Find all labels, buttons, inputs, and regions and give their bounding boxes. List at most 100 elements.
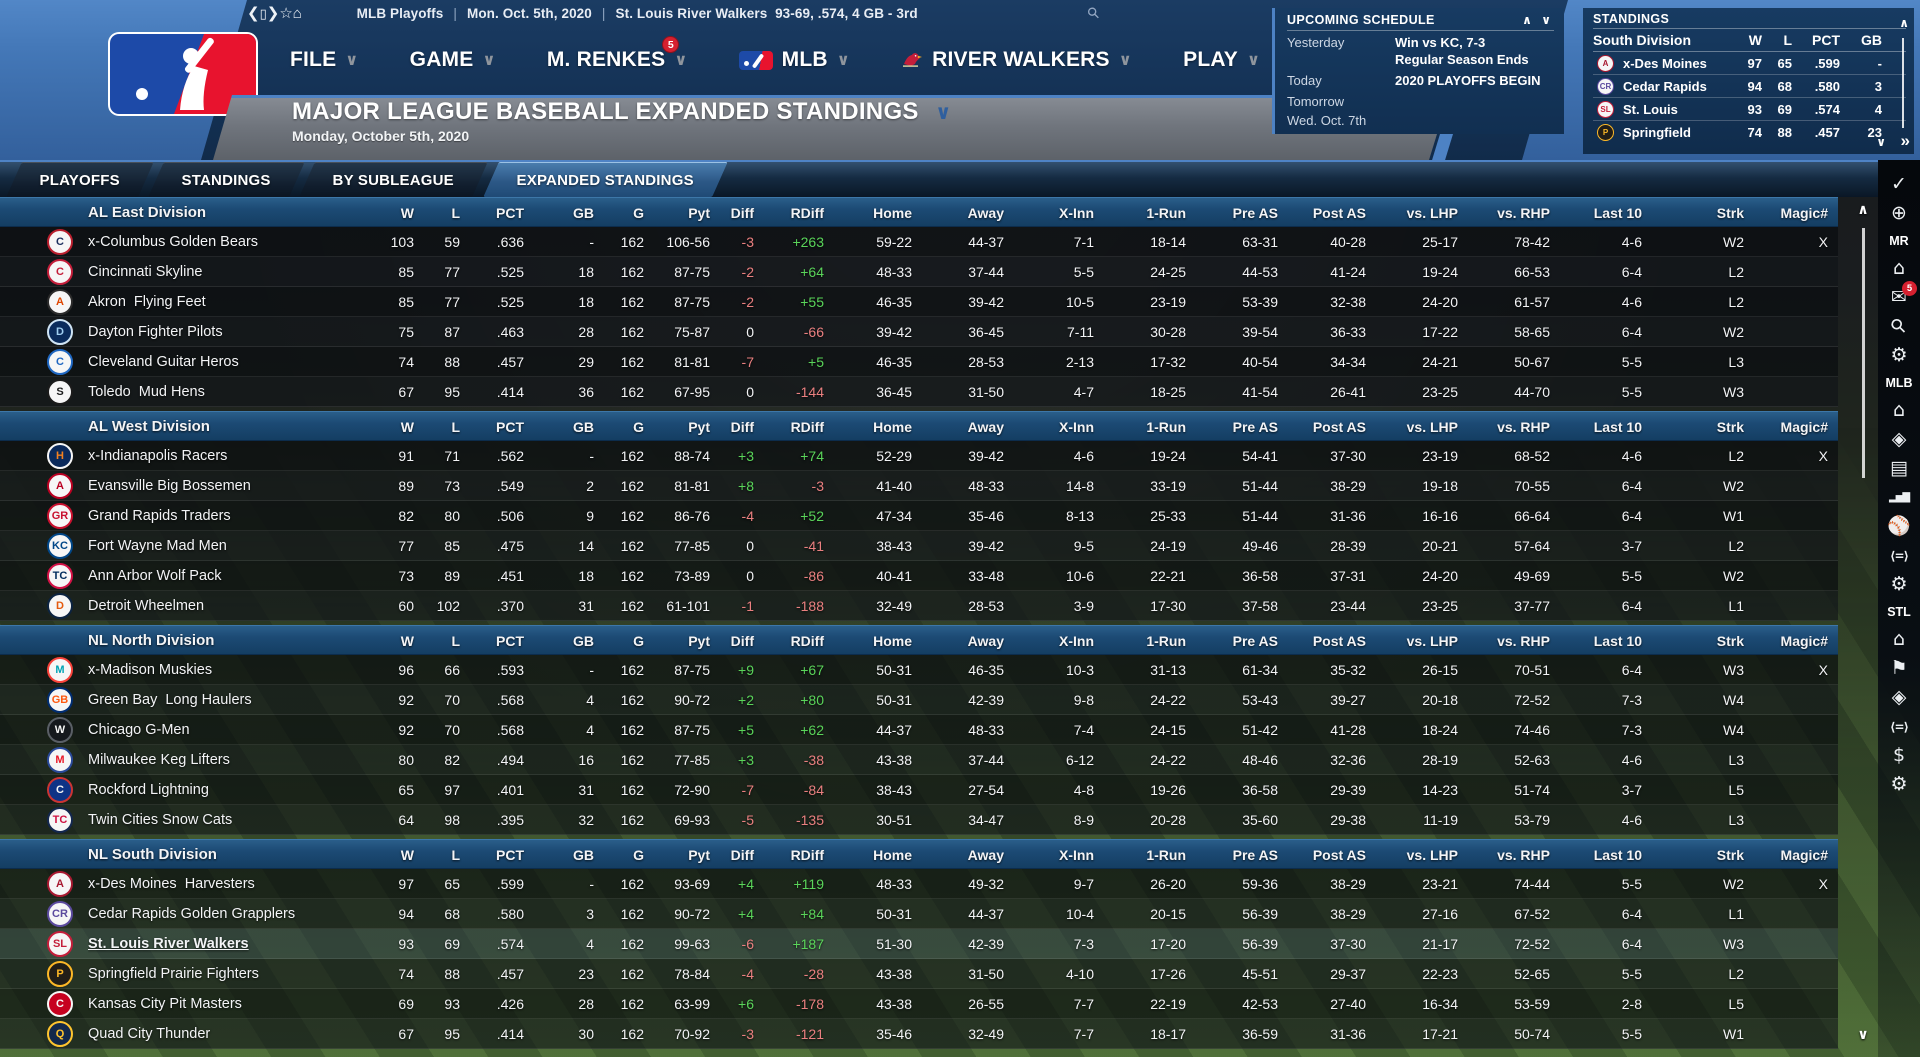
column-header[interactable]: Away	[967, 633, 1004, 649]
transactions-icon[interactable]: ⟨=⟩	[1889, 719, 1909, 734]
column-header[interactable]: Strk	[1716, 633, 1744, 649]
table-row[interactable]: Q Quad City Thunder 67 95 .414 30 162 70-92 -3 -1…	[0, 1019, 1838, 1049]
column-header[interactable]: X-Inn	[1059, 205, 1094, 221]
standings-scroll-down-icon[interactable]: ∨	[1876, 135, 1886, 149]
table-row[interactable]: CR Cedar Rapids Golden Grapplers 94 68 .580 3…	[0, 899, 1838, 929]
column-header[interactable]: Pre AS	[1232, 419, 1278, 435]
column-header[interactable]: vs. LHP	[1406, 205, 1458, 221]
table-row[interactable]: D Detroit Wheelmen 60 102 .370 31 162 61-101 -1 -…	[0, 591, 1838, 621]
table-row[interactable]: A Akron Flying Feet 85 77 .525 18 162 87-75 -2 +5…	[0, 287, 1838, 317]
column-header[interactable]: Away	[967, 419, 1004, 435]
column-header[interactable]: Pyt	[688, 419, 710, 435]
baseball-icon[interactable]: ⚾	[1887, 515, 1911, 537]
column-header[interactable]: Post AS	[1312, 633, 1366, 649]
column-header[interactable]: Strk	[1716, 847, 1744, 863]
column-header[interactable]: vs. LHP	[1406, 633, 1458, 649]
tab-expanded-standings[interactable]: EXPANDED STANDINGS	[482, 162, 728, 197]
menu-item-m-renkes[interactable]: M. RENKES ∨ 5	[547, 36, 687, 72]
column-header[interactable]: RDiff	[790, 847, 824, 863]
column-header[interactable]: PCT	[496, 633, 524, 649]
column-header[interactable]: X-Inn	[1059, 633, 1094, 649]
menu-item-play[interactable]: PLAY ∨	[1183, 48, 1260, 72]
news-card-icon[interactable]: ▤	[1890, 457, 1908, 479]
column-header[interactable]: X-Inn	[1059, 847, 1094, 863]
schedule-row[interactable]: Wed. Oct. 7th	[1287, 113, 1554, 128]
standings-scrollbar[interactable]	[1902, 38, 1904, 128]
ballpark-pin-icon[interactable]: ◈	[1891, 428, 1907, 450]
column-header[interactable]: 1-Run	[1146, 205, 1186, 221]
page-title-dropdown-icon[interactable]: ∨	[935, 102, 952, 124]
schedule-row[interactable]: Today 2020 PLAYOFFS BEGIN	[1287, 73, 1554, 90]
column-header[interactable]: RDiff	[790, 419, 824, 435]
column-header[interactable]: PCT	[496, 205, 524, 221]
table-row[interactable]: TC Ann Arbor Wolf Pack 73 89 .451 18 162 73-89 0…	[0, 561, 1838, 591]
column-header[interactable]: Home	[873, 847, 912, 863]
column-header[interactable]: Last 10	[1593, 419, 1642, 435]
column-header[interactable]: G	[633, 419, 644, 435]
column-header[interactable]: Away	[967, 205, 1004, 221]
column-header[interactable]: vs. RHP	[1497, 847, 1550, 863]
schedule-scroll-arrows[interactable]: ∧ ∨	[1522, 13, 1554, 27]
transactions-icon[interactable]: ⟨=⟩	[1889, 548, 1909, 563]
schedule-row[interactable]: Tomorrow	[1287, 94, 1554, 109]
column-header[interactable]: Pyt	[688, 847, 710, 863]
column-header[interactable]: X-Inn	[1059, 419, 1094, 435]
column-header[interactable]: G	[633, 633, 644, 649]
table-row[interactable]: C Kansas City Pit Masters 69 93 .426 28 162 63-…	[0, 989, 1838, 1019]
column-header[interactable]: G	[633, 205, 644, 221]
column-header[interactable]: G	[633, 847, 644, 863]
column-header[interactable]: 1-Run	[1146, 847, 1186, 863]
column-header[interactable]: L	[451, 633, 460, 649]
gear-icon[interactable]: ⚙	[1890, 573, 1908, 595]
menu-item-file[interactable]: FILE ∨	[290, 48, 358, 72]
column-header[interactable]: GB	[573, 205, 594, 221]
column-header[interactable]: Pre AS	[1232, 205, 1278, 221]
gear-icon[interactable]: ⚙	[1890, 344, 1908, 366]
forward-icon[interactable]: ❯	[266, 5, 280, 22]
table-row[interactable]: C Cincinnati Skyline 85 77 .525 18 162 87-75 -2 +…	[0, 257, 1838, 287]
column-header[interactable]: vs. RHP	[1497, 633, 1550, 649]
table-row[interactable]: W Chicago G-Men 92 70 .568 4 162 87-75 +5 +62 44-3…	[0, 715, 1838, 745]
column-header[interactable]: Strk	[1716, 205, 1744, 221]
column-header[interactable]: Post AS	[1312, 205, 1366, 221]
mlb-league-logo[interactable]: ®	[108, 32, 266, 122]
table-row[interactable]: GB Green Bay Long Haulers 92 70 .568 4 162 90-7…	[0, 685, 1838, 715]
standings-panel-row[interactable]: P Springfield 74 88 .457 23	[1593, 121, 1906, 144]
search-icon[interactable]: ⚲	[1885, 313, 1912, 339]
column-header[interactable]: Diff	[730, 205, 754, 221]
globe-icon[interactable]: ⊕	[1891, 202, 1907, 224]
column-header[interactable]: Home	[873, 419, 912, 435]
table-row[interactable]: C Rockford Lightning 65 97 .401 31 162 72-90 -7 -…	[0, 775, 1838, 805]
standings-panel-row[interactable]: CR Cedar Rapids 94 68 .580 3	[1593, 75, 1906, 98]
table-row[interactable]: A Evansville Big Bossemen 89 73 .549 2 162 81-8…	[0, 471, 1838, 501]
column-header[interactable]: L	[451, 419, 460, 435]
finance-icon[interactable]: $	[1892, 744, 1906, 766]
column-header[interactable]: RDiff	[790, 205, 824, 221]
column-header[interactable]: PCT	[496, 419, 524, 435]
column-header[interactable]: Pyt	[688, 205, 710, 221]
column-header[interactable]: Post AS	[1312, 847, 1366, 863]
column-header[interactable]: GB	[573, 847, 594, 863]
column-header[interactable]: Home	[873, 633, 912, 649]
mail-icon[interactable]: ✉ 5	[1878, 281, 1920, 312]
column-header[interactable]: Pre AS	[1232, 633, 1278, 649]
column-header[interactable]: Home	[873, 205, 912, 221]
column-header[interactable]: PCT	[496, 847, 524, 863]
column-header[interactable]: Last 10	[1593, 847, 1642, 863]
favorite-star-icon[interactable]: ☆	[279, 5, 293, 22]
menu-item-game[interactable]: GAME ∨	[410, 48, 496, 72]
column-header[interactable]: Diff	[730, 633, 754, 649]
tab-standings[interactable]: STANDINGS	[148, 162, 306, 197]
column-header[interactable]: W	[400, 205, 414, 221]
column-header[interactable]: vs. LHP	[1406, 419, 1458, 435]
column-header[interactable]: Strk	[1716, 419, 1744, 435]
stats-chart-icon[interactable]: ▂▅▇	[1888, 491, 1910, 503]
table-row[interactable]: P Springfield Prairie Fighters 74 88 .457 23 1…	[0, 959, 1838, 989]
column-header[interactable]: Away	[967, 847, 1004, 863]
column-header[interactable]: Magic#	[1780, 633, 1828, 649]
menu-item-mlb[interactable]: MLB ∨	[738, 48, 850, 72]
home-icon[interactable]: ⌂	[1892, 399, 1906, 421]
